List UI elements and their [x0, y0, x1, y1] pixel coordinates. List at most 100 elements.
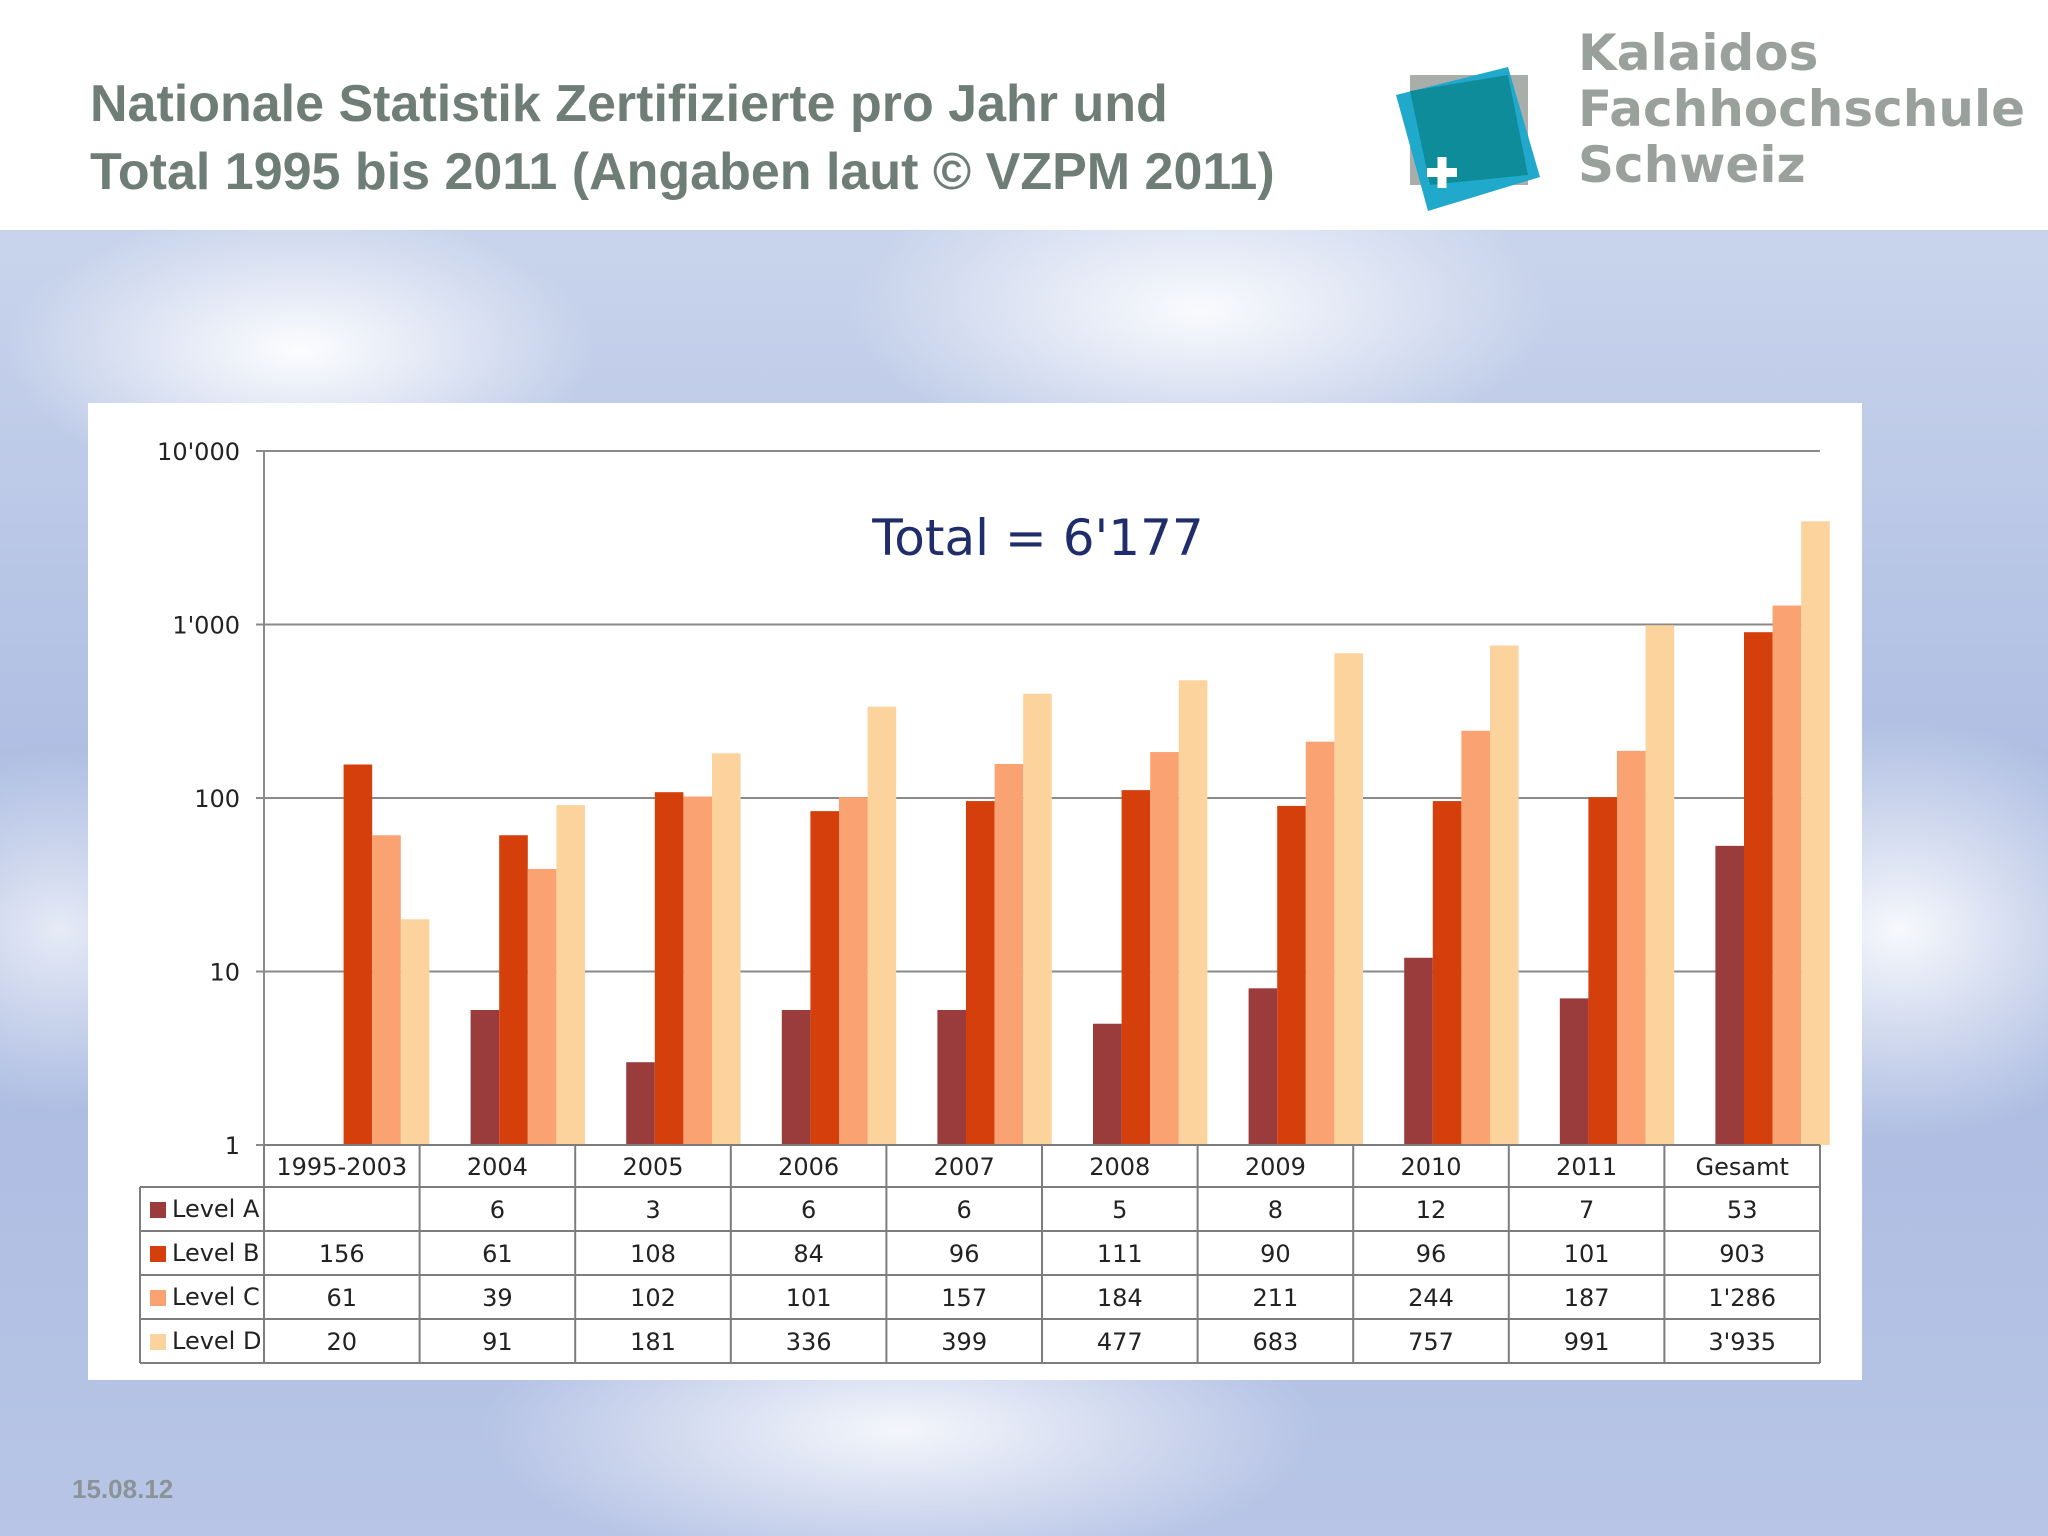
bar-level-c — [1461, 730, 1490, 1145]
bar-level-c — [839, 797, 868, 1145]
x-tick-label: 2005 — [622, 1153, 683, 1181]
table-value: 90 — [1260, 1240, 1291, 1268]
table-value: 61 — [327, 1284, 358, 1312]
bar-chart: 1 10 100 1'000 10'000 Total = 6'177 1995-2003 2… — [139, 438, 1830, 1364]
table-value: 39 — [482, 1284, 513, 1312]
table-value: 101 — [786, 1284, 832, 1312]
logo-line-1: Kalaidos — [1578, 24, 1819, 82]
bar-level-a — [1559, 998, 1589, 1145]
y-tick-label: 10 — [209, 959, 240, 987]
table-value: 181 — [630, 1328, 676, 1356]
table-value: 6 — [957, 1196, 972, 1224]
bar-level-d — [1334, 653, 1363, 1145]
bar-level-c — [527, 868, 557, 1145]
legend-swatch — [150, 1334, 166, 1350]
logo-wordmark: Kalaidos Fachhochschule Schweiz — [1578, 25, 2025, 193]
bar-level-c — [372, 835, 401, 1145]
table-value: 6 — [801, 1196, 816, 1224]
y-tick-label: 10'000 — [157, 438, 240, 466]
table-value: 3'935 — [1708, 1328, 1776, 1356]
bar-level-a — [1093, 1023, 1122, 1145]
table-value: 903 — [1719, 1240, 1765, 1268]
bar-level-b — [1432, 801, 1462, 1145]
table-value: 61 — [482, 1240, 513, 1268]
table-value: 20 — [327, 1328, 358, 1356]
bar-level-d — [1178, 680, 1208, 1145]
table-value: 12 — [1416, 1196, 1447, 1224]
table-value: 3 — [645, 1196, 660, 1224]
x-tick-label: 2011 — [1556, 1153, 1617, 1181]
table-value: 1'286 — [1708, 1284, 1776, 1312]
table-value: 84 — [793, 1240, 824, 1268]
legend-swatch — [150, 1202, 166, 1218]
x-tick-label: 2009 — [1245, 1153, 1306, 1181]
legend-label: Level A — [172, 1195, 260, 1223]
x-tick-label: 2007 — [934, 1153, 995, 1181]
x-tick-label: 2006 — [778, 1153, 839, 1181]
table-value: 399 — [941, 1328, 987, 1356]
slide-header: Nationale Statistik Zertifizierte pro Ja… — [0, 0, 2048, 230]
bar-level-c — [994, 764, 1024, 1145]
bar-level-a — [1715, 845, 1744, 1145]
table-value: 53 — [1727, 1196, 1758, 1224]
table-value: 184 — [1097, 1284, 1143, 1312]
table-value: 91 — [482, 1328, 513, 1356]
table-value: 101 — [1564, 1240, 1610, 1268]
bar-level-a — [1404, 957, 1433, 1145]
table-value: 8 — [1268, 1196, 1283, 1224]
bar-level-b — [810, 811, 839, 1145]
bar-level-c — [683, 796, 712, 1145]
bar-level-b — [1744, 632, 1773, 1145]
chart-panel: 1 10 100 1'000 10'000 Total = 6'177 1995-2003 2… — [88, 403, 1862, 1380]
slide-date: 15.08.12 — [72, 1474, 174, 1504]
table-value: 336 — [786, 1328, 832, 1356]
title-line-2: Total 1995 bis 2011 (Angaben laut © VZPM… — [90, 143, 1275, 201]
bar-level-a — [626, 1062, 655, 1145]
bar-level-d — [1645, 625, 1675, 1145]
x-tick-label: 2010 — [1400, 1153, 1461, 1181]
bar-level-b — [1121, 790, 1151, 1145]
table-value: 6 — [490, 1196, 505, 1224]
x-tick-label: 2008 — [1089, 1153, 1150, 1181]
legend-label: Level C — [172, 1283, 260, 1311]
table-value: 991 — [1564, 1328, 1610, 1356]
logo-plus-vertical — [1437, 157, 1447, 188]
bar-level-a — [1248, 988, 1278, 1145]
bar-level-a — [937, 1009, 966, 1145]
legend-label: Level B — [172, 1239, 259, 1267]
table-value: 477 — [1097, 1328, 1143, 1356]
bar-level-d — [712, 753, 741, 1145]
bar-level-d — [1490, 645, 1519, 1145]
table-value: 187 — [1564, 1284, 1610, 1312]
bar-level-b — [1277, 805, 1306, 1145]
table-value: 157 — [941, 1284, 987, 1312]
table-value: 108 — [630, 1240, 676, 1268]
y-tick-label: 100 — [194, 785, 240, 813]
bar-level-b — [499, 835, 528, 1145]
legend-swatch — [150, 1290, 166, 1306]
bar-level-b — [966, 801, 995, 1145]
bar-level-b — [343, 764, 373, 1145]
x-tick-label: Gesamt — [1696, 1153, 1789, 1181]
bar-level-c — [1617, 750, 1646, 1145]
table-value: 96 — [949, 1240, 980, 1268]
bar-level-c — [1150, 752, 1179, 1145]
bar-level-c — [1305, 741, 1335, 1145]
table-value: 111 — [1097, 1240, 1143, 1268]
table-value: 683 — [1252, 1328, 1298, 1356]
slide-title: Nationale Statistik Zertifizierte pro Ja… — [90, 70, 1275, 206]
bar-level-d — [556, 805, 585, 1145]
logo-mark-icon — [1396, 67, 1540, 211]
bar-level-d — [400, 919, 430, 1145]
bar-level-a — [470, 1009, 500, 1145]
bar-level-c — [1772, 605, 1802, 1145]
table-value: 156 — [319, 1240, 365, 1268]
logo-line-2: Fachhochschule — [1578, 80, 2026, 138]
bar-level-d — [1023, 693, 1052, 1145]
x-tick-label: 2004 — [467, 1153, 528, 1181]
institution-logo: Kalaidos Fachhochschule Schweiz — [1390, 25, 2025, 215]
table-value: 96 — [1416, 1240, 1447, 1268]
legend-label: Level D — [172, 1327, 261, 1355]
y-tick-label: 1'000 — [172, 612, 240, 640]
table-value: 244 — [1408, 1284, 1454, 1312]
